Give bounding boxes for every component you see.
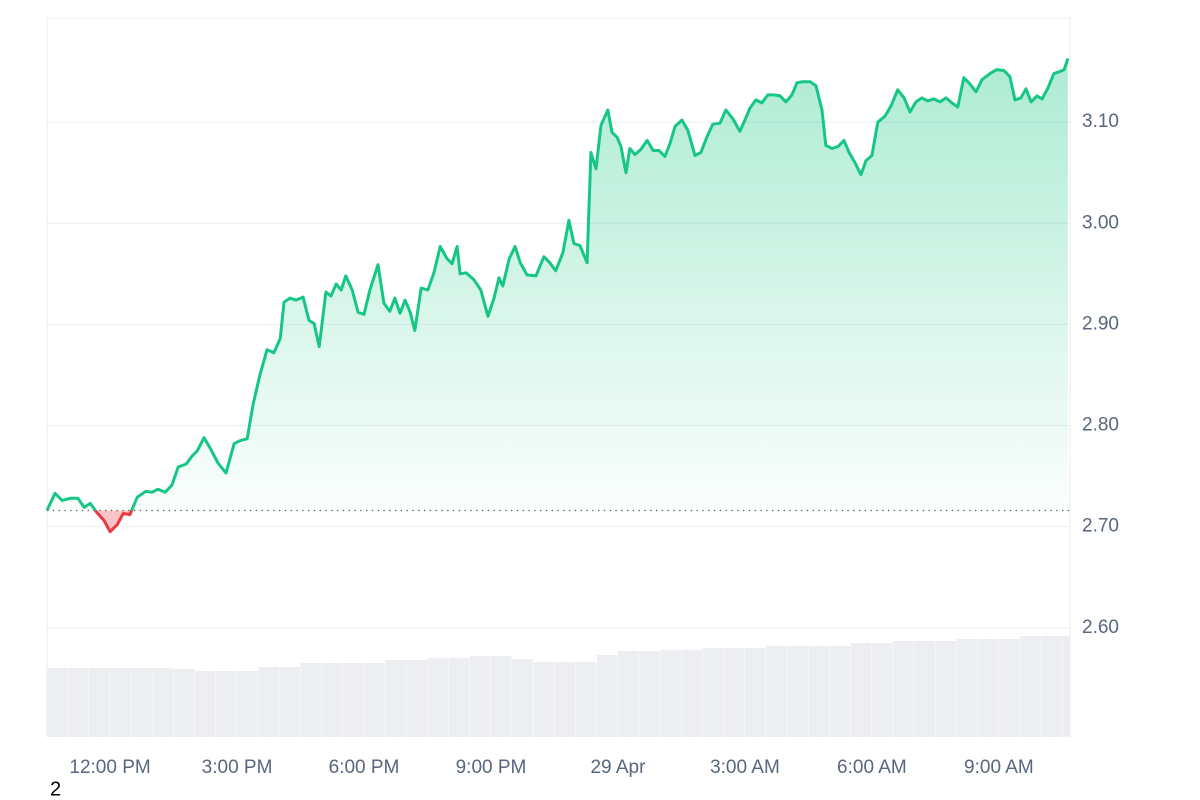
area [47,58,1068,532]
x-tick-label: 3:00 AM [710,757,780,778]
volume-bar [702,648,724,737]
volume-layer [47,636,1070,737]
x-tick-label: 9:00 PM [456,757,527,778]
volume-bar [893,641,914,737]
volume-bar [237,671,258,737]
x-tick-label: 6:00 AM [837,757,907,778]
volume-bar [829,646,851,737]
y-tick-label: 2.80 [1082,415,1119,436]
volume-bar [490,656,512,737]
volume-bar [131,668,152,737]
volume-bar [279,667,301,737]
volume-bar [427,658,449,737]
x-tick-label: 9:00 AM [964,757,1034,778]
volume-bar [47,668,68,737]
y-tick-label: 2.90 [1082,313,1119,334]
volume-bar [596,655,618,737]
volume-bar [300,663,322,737]
x-tick-label: 29 Apr [590,757,646,778]
volume-bar [723,648,745,737]
price-layer [45,58,1070,534]
volume-bar [1041,636,1062,737]
y-tick-label: 2.60 [1082,617,1119,638]
volume-bar [215,671,237,737]
y-tick-label: 2.70 [1082,516,1119,537]
volume-bar [1020,636,1041,737]
volume-bar [194,671,216,737]
volume-bar [575,662,597,737]
volume-bar [406,660,428,737]
volume-bar [914,641,935,737]
volume-bar [935,641,957,737]
volume-bar [67,668,89,737]
y-tick-label: 3.10 [1082,111,1119,132]
volume-bar [977,639,999,737]
volume-bar [469,656,491,737]
volume-bar [744,648,766,737]
volume-bar [173,669,195,737]
volume-bar [152,668,174,737]
y-tick-label: 3.00 [1082,212,1119,233]
volume-bar [533,662,554,737]
volume-bar [364,663,385,737]
x-tick-label: 3:00 PM [202,757,273,778]
volume-bar [660,650,681,737]
volume-bar [681,650,703,737]
volume-bar [448,658,470,737]
volume-bar [998,639,1020,737]
price-line [45,58,1070,534]
x-tick-label: 12:00 PM [69,757,150,778]
volume-bar [342,663,364,737]
volume-bar [850,643,872,737]
volume-bar [956,639,978,737]
volume-bar [617,651,639,737]
volume-bar [1062,636,1070,737]
volume-bar [88,668,110,737]
volume-bar [639,651,660,737]
volume-bar [787,646,808,737]
volume-bar [554,662,576,737]
volume-bar [512,659,533,737]
x-tick-label: 6:00 PM [329,757,400,778]
volume-bar [871,643,893,737]
volume-bar [385,660,406,737]
corner-text: 2 [50,778,61,800]
volume-bar [110,668,131,737]
volume-bar [321,663,343,737]
volume-bar [808,646,830,737]
volume-bar [258,667,279,737]
volume-bar [766,646,787,737]
